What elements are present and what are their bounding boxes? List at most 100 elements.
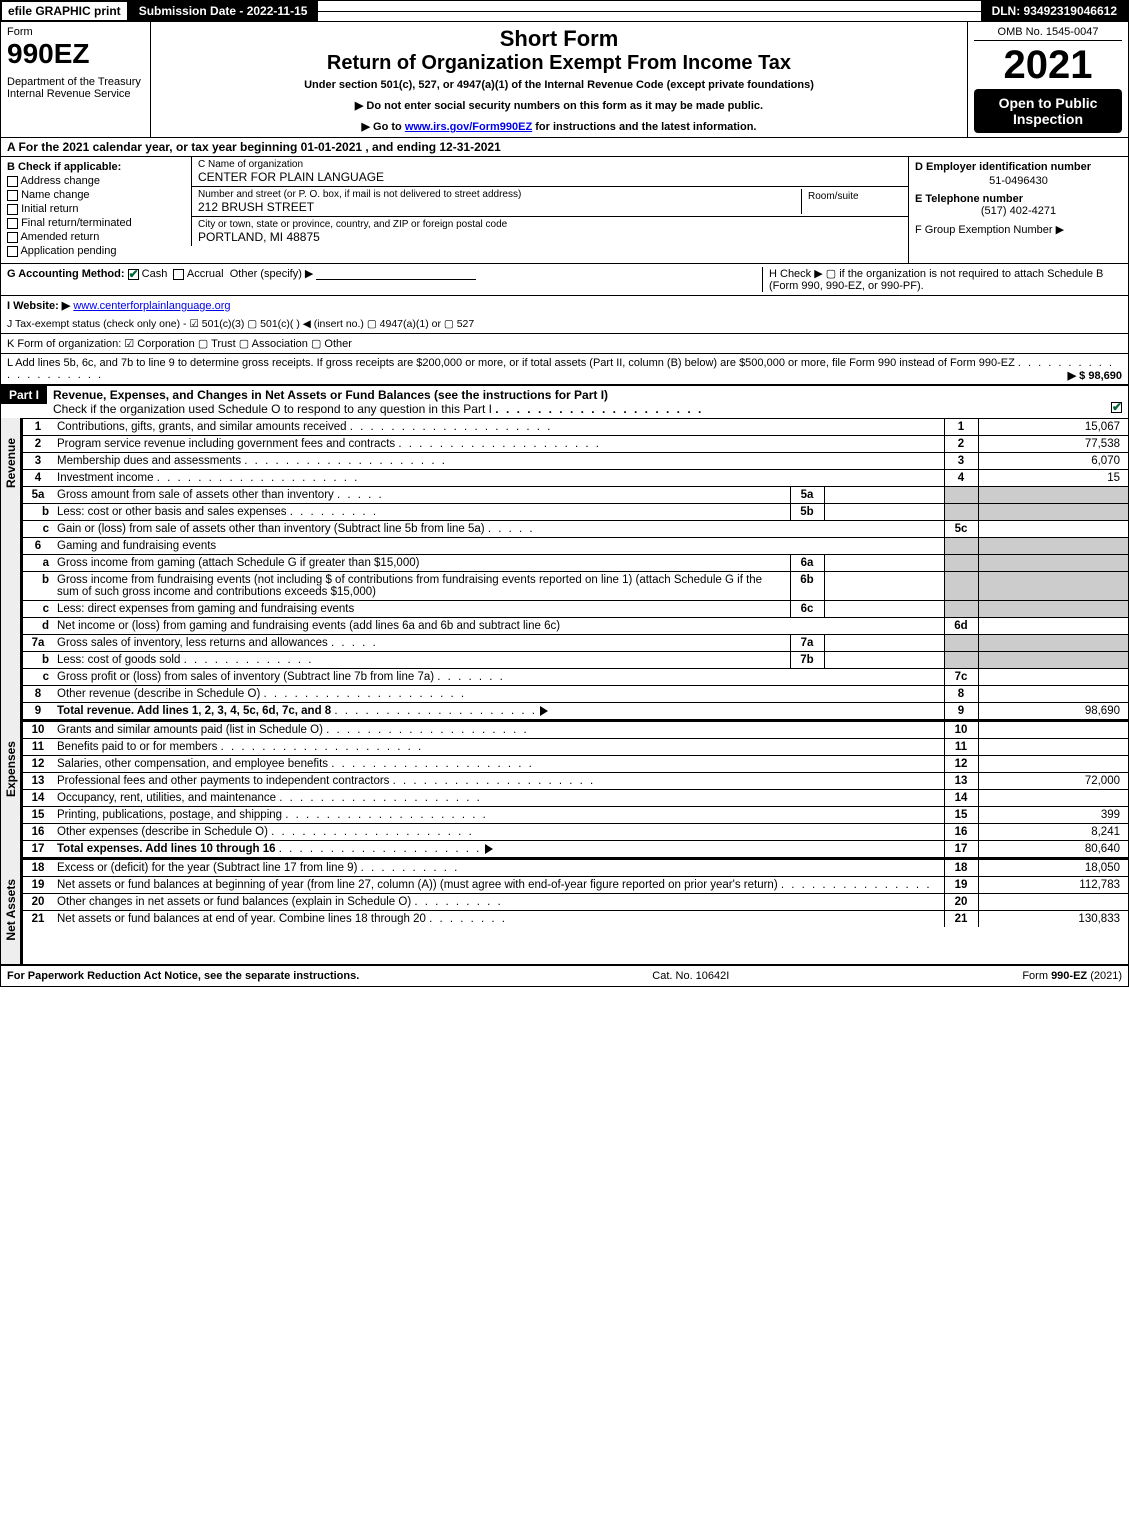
line-desc: Gross sales of inventory, less returns a… [57, 637, 328, 649]
chk-label: Initial return [21, 203, 78, 215]
inner-no: 5b [790, 504, 824, 521]
net-assets-table: 18Excess or (deficit) for the year (Subt… [23, 859, 1128, 927]
chk-initial-return[interactable]: Initial return [7, 203, 185, 215]
chk-address-change[interactable]: Address change [7, 175, 185, 187]
chk-label: Final return/terminated [21, 217, 132, 229]
line-desc: Net assets or fund balances at end of ye… [57, 913, 426, 925]
inner-no: 6c [790, 601, 824, 618]
dots: . . . . . . . . . . . . . . . . . . . . [398, 438, 601, 450]
line-amount: 80,640 [978, 841, 1128, 859]
tel-value: (517) 402-4271 [915, 205, 1122, 217]
line-amount: 112,783 [978, 877, 1128, 894]
line-desc: Other expenses (describe in Schedule O) [57, 826, 268, 838]
inner-no: 5a [790, 487, 824, 504]
instr2-pre: ▶ Go to [362, 121, 405, 133]
line-16: 16Other expenses (describe in Schedule O… [23, 824, 1128, 841]
sidebar-revenue: Revenue [1, 418, 23, 721]
line-2: 2Program service revenue including gover… [23, 436, 1128, 453]
l-text: L Add lines 5b, 6c, and 7b to line 9 to … [7, 357, 1015, 369]
instruction-1: ▶ Do not enter social security numbers o… [157, 99, 961, 112]
line-no: 17 [944, 841, 978, 859]
city-label: City or town, state or province, country… [198, 219, 902, 230]
g-label: G Accounting Method: [7, 268, 125, 280]
line-amount: 8,241 [978, 824, 1128, 841]
header-middle: Short Form Return of Organization Exempt… [151, 22, 968, 137]
open-to-public: Open to Public Inspection [974, 89, 1122, 133]
form-label: Form [7, 26, 144, 38]
b-label: B Check if applicable: [7, 161, 185, 173]
line-no: 13 [944, 773, 978, 790]
org-address: 212 BRUSH STREET [198, 200, 801, 214]
line-1: 1Contributions, gifts, grants, and simil… [23, 419, 1128, 436]
line-no: 14 [944, 790, 978, 807]
irs-link[interactable]: www.irs.gov/Form990EZ [405, 121, 532, 133]
line-3: 3Membership dues and assessments . . . .… [23, 453, 1128, 470]
chk-name-change[interactable]: Name change [7, 189, 185, 201]
line-6: 6Gaming and fundraising events [23, 538, 1128, 555]
line-desc: Net income or (loss) from gaming and fun… [53, 618, 944, 635]
line-no: 1 [944, 419, 978, 436]
line-12: 12Salaries, other compensation, and empl… [23, 756, 1128, 773]
line-21: 21Net assets or fund balances at end of … [23, 911, 1128, 928]
form-subtitle: Under section 501(c), 527, or 4947(a)(1)… [157, 79, 961, 91]
dots: . . . . . . . . . . . . . . . . . . . . [393, 775, 596, 787]
website-link[interactable]: www.centerforplainlanguage.org [73, 300, 230, 312]
line-13: 13Professional fees and other payments t… [23, 773, 1128, 790]
opt-other: Other (specify) ▶ [230, 268, 314, 280]
tax-year: 2021 [974, 45, 1122, 85]
line-desc: Benefits paid to or for members [57, 741, 217, 753]
group-exemption: F Group Exemption Number ▶ [915, 223, 1122, 236]
topbar-spacer [318, 11, 980, 12]
org-city-cell: City or town, state or province, country… [191, 217, 908, 246]
org-addr-cell: Number and street (or P. O. box, if mail… [191, 187, 908, 217]
line-desc: Other revenue (describe in Schedule O) [57, 688, 260, 700]
org-info-block: B Check if applicable: Address change Na… [1, 156, 1128, 263]
inner-amt [824, 652, 944, 669]
line-no: 5c [944, 521, 978, 538]
other-specify-input[interactable] [316, 268, 476, 280]
opt-cash: Cash [142, 268, 168, 280]
row-i-website: I Website: ▶ www.centerforplainlanguage.… [1, 295, 1128, 315]
line-6c: cLess: direct expenses from gaming and f… [23, 601, 1128, 618]
line-desc: Other changes in net assets or fund bala… [57, 896, 411, 908]
inner-amt [824, 572, 944, 601]
instruction-2: ▶ Go to www.irs.gov/Form990EZ for instru… [157, 120, 961, 133]
line-10: 10Grants and similar amounts paid (list … [23, 722, 1128, 739]
line-5c: cGain or (loss) from sale of assets othe… [23, 521, 1128, 538]
line-6a: aGross income from gaming (attach Schedu… [23, 555, 1128, 572]
chk-schedule-o[interactable] [1111, 402, 1122, 413]
line-6b: bGross income from fundraising events (n… [23, 572, 1128, 601]
line-desc: Gain or (loss) from sale of assets other… [57, 523, 485, 535]
part-1-check-text: Check if the organization used Schedule … [53, 402, 492, 416]
chk-application-pending[interactable]: Application pending [7, 245, 185, 257]
line-no: 11 [944, 739, 978, 756]
form-title: Return of Organization Exempt From Incom… [157, 52, 961, 75]
line-no: 3 [944, 453, 978, 470]
inner-amt [824, 635, 944, 652]
line-amount [978, 669, 1128, 686]
line-6d: dNet income or (loss) from gaming and fu… [23, 618, 1128, 635]
inner-amt [824, 601, 944, 618]
chk-label: Address change [20, 175, 100, 187]
line-no: 7c [944, 669, 978, 686]
chk-amended-return[interactable]: Amended return [7, 231, 185, 243]
ein-value: 51-0496430 [915, 175, 1122, 187]
i-label: I Website: ▶ [7, 300, 70, 312]
form-number: 990EZ [7, 38, 144, 70]
efile-print-button[interactable]: efile GRAPHIC print [1, 1, 128, 21]
line-amount: 15 [978, 470, 1128, 487]
chk-cash[interactable] [128, 269, 139, 280]
chk-accrual[interactable] [173, 269, 184, 280]
sidebar-expenses-label: Expenses [4, 721, 18, 817]
chk-final-return[interactable]: Final return/terminated [7, 217, 185, 229]
line-desc: Excess or (deficit) for the year (Subtra… [57, 862, 357, 874]
form-container: efile GRAPHIC print Submission Date - 20… [0, 0, 1129, 987]
line-desc: Program service revenue including govern… [57, 438, 395, 450]
footer-left: For Paperwork Reduction Act Notice, see … [7, 970, 359, 982]
line-desc: Net assets or fund balances at beginning… [57, 879, 778, 891]
dots: . . . . . . . . . . . . . . . . . . . . [221, 741, 424, 753]
row-j-tax-status: J Tax-exempt status (check only one) - ☑… [1, 315, 1128, 333]
col-b-checkboxes: B Check if applicable: Address change Na… [1, 157, 191, 263]
revenue-table: 1Contributions, gifts, grants, and simil… [23, 418, 1128, 721]
line-7a: 7aGross sales of inventory, less returns… [23, 635, 1128, 652]
